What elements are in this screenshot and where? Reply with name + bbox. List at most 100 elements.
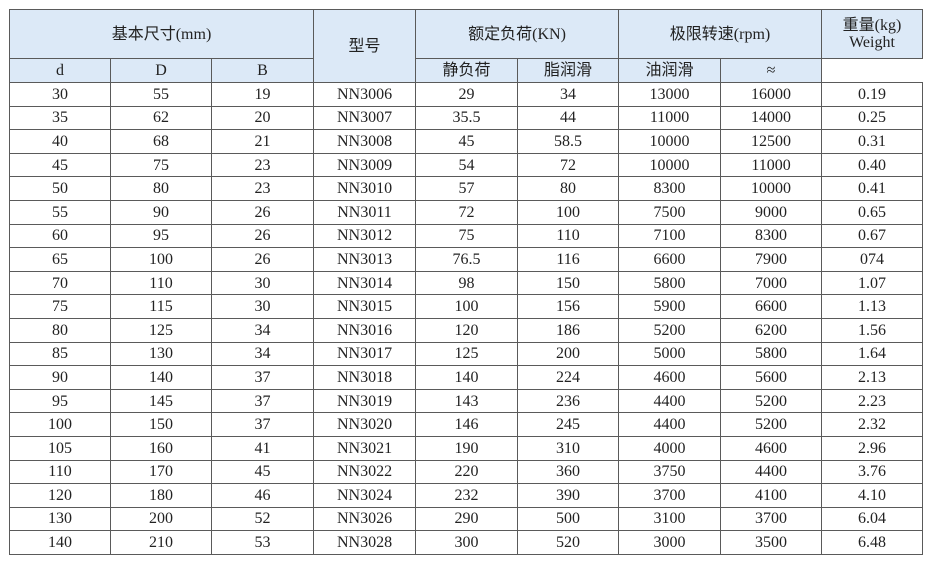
header-text: Weight — [849, 34, 895, 51]
table-cell: 140 — [110, 365, 212, 390]
table-cell: 37 — [210, 412, 315, 437]
table-row: 40 68 21 NN3008 45 58.5 10000 12500 0.31 — [9, 129, 924, 154]
table-cell: 35.5 — [415, 105, 519, 131]
table-cell: 7500 — [618, 199, 722, 225]
table-cell: NN3010 — [313, 176, 417, 201]
table-cell: 100 — [9, 412, 111, 437]
table-cell: 11000 — [720, 152, 823, 178]
table-cell: 130 — [9, 506, 111, 532]
table-cell: 26 — [210, 199, 315, 225]
subheader-cell: D — [110, 58, 212, 83]
header-cell: 型号 — [313, 9, 417, 83]
table-cell: 14000 — [720, 105, 823, 131]
table-cell: 7100 — [618, 223, 722, 249]
table-cell: 13000 — [618, 82, 722, 107]
header-row: 基本尺寸(mm) 型号 额定负荷(KN) 极限转速(rpm) 重量(kg) Wei… — [8, 9, 924, 83]
table-cell: 3500 — [720, 530, 823, 555]
table-cell: 074 — [821, 247, 924, 272]
table-cell: NN3012 — [313, 223, 417, 249]
table-cell: 90 — [110, 199, 212, 225]
table-cell: 52 — [210, 506, 315, 532]
table-cell: 105 — [9, 435, 111, 461]
table-cell: 37 — [210, 388, 315, 414]
table-cell: 520 — [517, 530, 620, 555]
table-cell: 37 — [210, 365, 315, 390]
table-cell: 110 — [9, 459, 111, 485]
table-cell: 4400 — [720, 459, 823, 485]
table-cell: 54 — [415, 152, 519, 178]
table-cell: 2.23 — [821, 388, 924, 414]
table-cell: 5800 — [720, 341, 823, 367]
table-cell: 4600 — [720, 435, 823, 461]
table-cell: 115 — [110, 294, 212, 319]
table-row: 65 100 26 NN3013 76.5 116 6600 7900 074 — [9, 247, 924, 272]
header-cell: 重量(kg) Weight — [821, 9, 924, 59]
table-cell: 500 — [517, 506, 620, 532]
table-row: 50 80 23 NN3010 57 80 8300 10000 0.41 — [9, 176, 924, 201]
table-cell: 85 — [9, 341, 111, 367]
header-cell: 极限转速(rpm) — [618, 9, 823, 59]
table-cell: 5200 — [618, 317, 722, 343]
table-cell: 3750 — [618, 459, 722, 485]
table-cell: 65 — [9, 247, 111, 272]
table-cell: 143 — [415, 388, 519, 414]
table-cell: 390 — [517, 483, 620, 508]
table-cell: NN3022 — [313, 459, 417, 485]
table-cell: 180 — [110, 483, 212, 508]
table-cell: 3.76 — [821, 459, 924, 485]
subheader-cell: 脂润滑 — [517, 58, 620, 83]
table-cell: 110 — [517, 223, 620, 249]
table-row: 30 55 19 NN3006 29 34 13000 16000 0.19 — [9, 82, 924, 107]
table-cell: NN3019 — [313, 388, 417, 414]
table-cell: 62 — [110, 105, 212, 131]
subheader-cell: B — [210, 58, 315, 83]
table-cell: 10000 — [720, 176, 823, 201]
table-cell: 4400 — [618, 412, 722, 437]
table-cell: 6600 — [618, 247, 722, 272]
table-cell: 310 — [517, 435, 620, 461]
subheader-row: d D B 静负荷 脂润滑 油润滑 ≈ — [9, 58, 923, 83]
table-cell: 12500 — [720, 129, 823, 154]
table-cell: 11000 — [618, 105, 722, 131]
table-row: 140 210 53 NN3028 300 520 3000 3500 6.48 — [9, 530, 924, 555]
table-cell: 200 — [517, 341, 620, 367]
table-cell: 70 — [9, 270, 111, 296]
table-cell: 95 — [110, 223, 212, 249]
table-cell: 30 — [210, 294, 315, 319]
table-cell: 120 — [415, 317, 519, 343]
table-cell: 4000 — [618, 435, 722, 461]
table-cell: 145 — [110, 388, 212, 414]
table-cell: 0.67 — [821, 223, 924, 249]
table-cell: 7900 — [720, 247, 823, 272]
table-cell: 45 — [415, 129, 519, 154]
table-cell: 2.96 — [821, 435, 924, 461]
table-cell: 200 — [110, 506, 212, 532]
table-cell: 21 — [210, 129, 315, 154]
table-cell: 72 — [517, 152, 620, 178]
table-cell: 5000 — [618, 341, 722, 367]
table-cell: 150 — [110, 412, 212, 437]
table-cell: 80 — [517, 176, 620, 201]
table-cell: NN3021 — [313, 435, 417, 461]
table-cell: 80 — [110, 176, 212, 201]
table-cell: 170 — [110, 459, 212, 485]
table-cell: NN3011 — [313, 199, 417, 225]
table-cell: 140 — [9, 530, 111, 555]
table-cell: 2.32 — [821, 412, 924, 437]
table-cell: NN3014 — [313, 270, 417, 296]
table-cell: 55 — [9, 199, 111, 225]
table-cell: 6.48 — [821, 530, 924, 555]
table-cell: 236 — [517, 388, 620, 414]
subheader-cell: ≈ — [720, 58, 823, 83]
table-cell: 75 — [9, 294, 111, 319]
table-cell: 26 — [210, 247, 315, 272]
table-cell: NN3016 — [313, 317, 417, 343]
table-cell: NN3006 — [313, 82, 417, 107]
table-cell: 125 — [110, 317, 212, 343]
subheader-cell: d — [9, 58, 111, 83]
table-cell: 75 — [110, 152, 212, 178]
table-cell: 9000 — [720, 199, 823, 225]
table-cell: 29 — [415, 82, 519, 107]
table-cell: NN3026 — [313, 506, 417, 532]
table-cell: 34 — [517, 82, 620, 107]
